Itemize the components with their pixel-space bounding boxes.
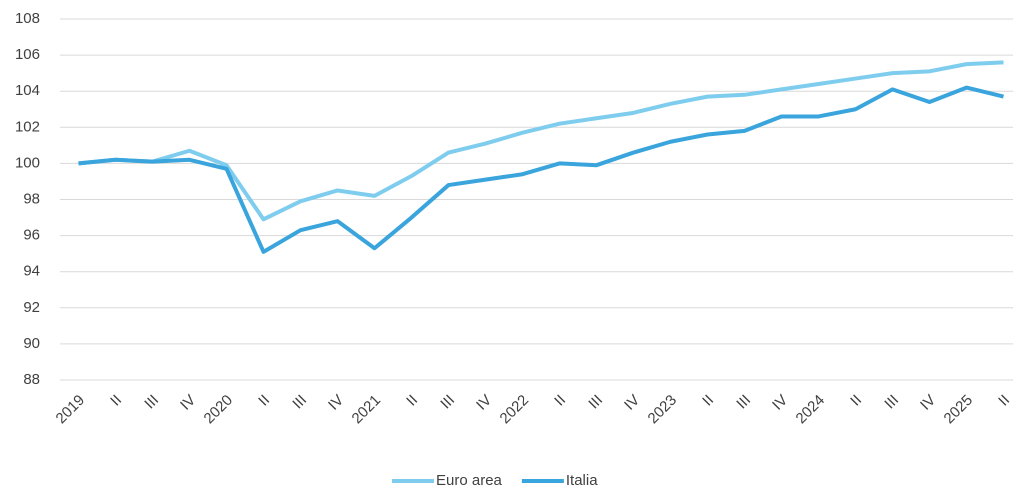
x-tick-label: III bbox=[141, 392, 162, 413]
y-tick-label: 96 bbox=[23, 227, 40, 244]
x-tick-label: II bbox=[847, 392, 865, 410]
x-tick-label: 2022 bbox=[497, 392, 533, 428]
x-tick-label: 2020 bbox=[201, 392, 237, 428]
x-tick-label: IV bbox=[325, 392, 347, 414]
x-tick-label: III bbox=[585, 392, 606, 413]
x-tick-label: II bbox=[403, 392, 421, 410]
x-tick-label: IV bbox=[177, 392, 199, 414]
x-tick-label: III bbox=[289, 392, 310, 413]
x-tick-label: 2024 bbox=[793, 392, 829, 428]
y-tick-label: 90 bbox=[23, 335, 40, 352]
x-tick-label: 2025 bbox=[941, 392, 977, 428]
y-tick-label: 92 bbox=[23, 299, 40, 316]
x-tick-label: IV bbox=[769, 392, 791, 414]
x-tick-label: II bbox=[107, 392, 125, 410]
y-tick-label: 88 bbox=[23, 371, 40, 388]
y-tick-label: 94 bbox=[23, 263, 40, 280]
legend-label: Italia bbox=[566, 472, 598, 489]
x-tick-label: 2021 bbox=[349, 392, 385, 428]
x-tick-label: III bbox=[437, 392, 458, 413]
y-tick-label: 98 bbox=[23, 190, 40, 207]
x-tick-label: 2023 bbox=[645, 392, 681, 428]
x-tick-label: II bbox=[699, 392, 717, 410]
series-line bbox=[78, 60, 1004, 222]
x-tick-label: IV bbox=[473, 392, 495, 414]
x-tick-label: III bbox=[881, 392, 902, 413]
legend-label: Euro area bbox=[436, 472, 503, 489]
x-tick-label: II bbox=[255, 392, 273, 410]
x-tick-label: II bbox=[551, 392, 569, 410]
y-tick-label: 108 bbox=[15, 10, 40, 27]
x-tick-label: IV bbox=[621, 392, 643, 414]
x-tick-label: 2019 bbox=[53, 392, 89, 428]
x-tick-label: III bbox=[733, 392, 754, 413]
y-tick-label: 102 bbox=[15, 118, 40, 135]
y-tick-label: 100 bbox=[15, 154, 40, 171]
x-tick-label: II bbox=[995, 392, 1013, 410]
y-tick-label: 104 bbox=[15, 82, 40, 99]
x-tick-label: IV bbox=[917, 392, 939, 414]
series-line bbox=[78, 85, 1004, 254]
y-tick-label: 106 bbox=[15, 46, 40, 63]
